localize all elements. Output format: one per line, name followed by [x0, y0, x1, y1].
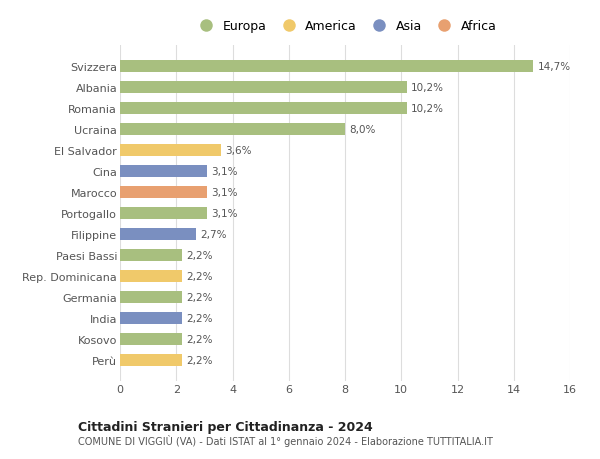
Legend: Europa, America, Asia, Africa: Europa, America, Asia, Africa	[188, 15, 502, 38]
Text: 8,0%: 8,0%	[349, 125, 376, 134]
Text: 2,2%: 2,2%	[186, 355, 212, 365]
Bar	[120, 250, 182, 261]
Text: COMUNE DI VIGGIÙ (VA) - Dati ISTAT al 1° gennaio 2024 - Elaborazione TUTTITALIA.: COMUNE DI VIGGIÙ (VA) - Dati ISTAT al 1°…	[78, 434, 493, 446]
Bar	[120, 229, 196, 240]
Bar	[120, 124, 345, 135]
Text: 14,7%: 14,7%	[538, 62, 571, 72]
Text: 3,1%: 3,1%	[211, 167, 238, 177]
Bar	[120, 103, 407, 114]
Text: 2,2%: 2,2%	[186, 271, 212, 281]
Bar	[120, 82, 407, 94]
Text: 3,1%: 3,1%	[211, 208, 238, 218]
Bar	[120, 187, 207, 198]
Text: 2,2%: 2,2%	[186, 334, 212, 344]
Text: 2,2%: 2,2%	[186, 292, 212, 302]
Text: 2,7%: 2,7%	[200, 230, 227, 239]
Text: Cittadini Stranieri per Cittadinanza - 2024: Cittadini Stranieri per Cittadinanza - 2…	[78, 420, 373, 433]
Bar	[120, 354, 182, 366]
Bar	[120, 291, 182, 303]
Text: 2,2%: 2,2%	[186, 313, 212, 323]
Text: 3,1%: 3,1%	[211, 188, 238, 197]
Bar	[120, 145, 221, 157]
Bar	[120, 270, 182, 282]
Text: 10,2%: 10,2%	[411, 104, 444, 114]
Bar	[120, 313, 182, 324]
Bar	[120, 166, 207, 177]
Bar	[120, 61, 533, 73]
Text: 2,2%: 2,2%	[186, 250, 212, 260]
Text: 3,6%: 3,6%	[226, 146, 252, 156]
Text: 10,2%: 10,2%	[411, 83, 444, 93]
Bar	[120, 333, 182, 345]
Bar	[120, 207, 207, 219]
